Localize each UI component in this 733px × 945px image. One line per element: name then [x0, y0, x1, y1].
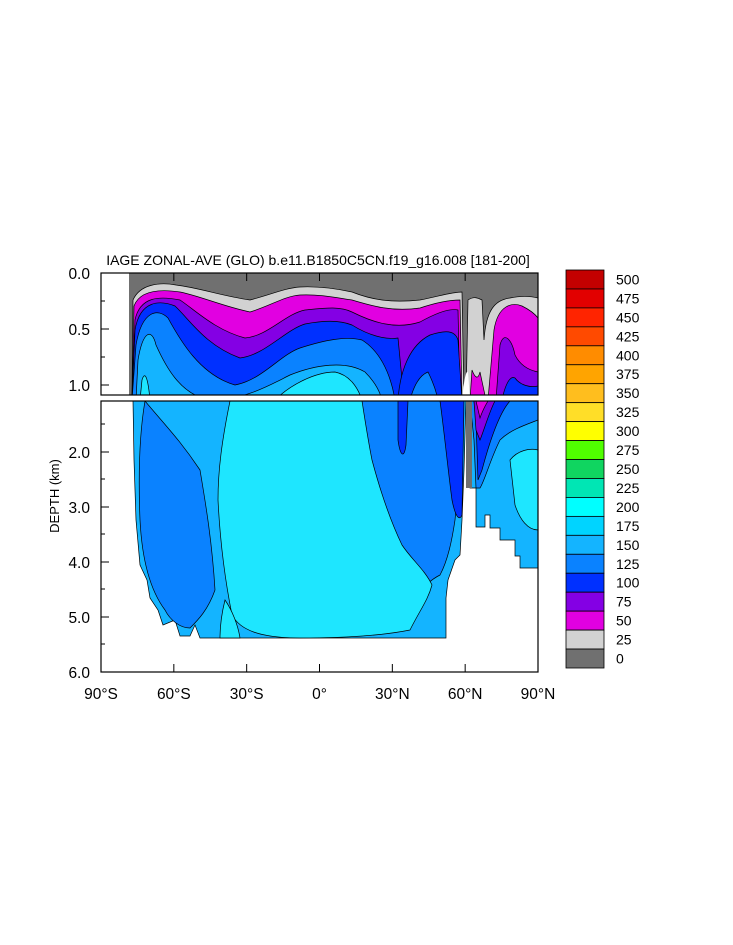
y-tick-label-5-0: 5.0	[68, 610, 90, 627]
colorbar-box-2	[565, 307, 605, 328]
colorbar-box-11	[565, 478, 605, 498]
colorbar-box-0	[565, 269, 605, 290]
colorbar-box-10	[565, 459, 605, 479]
colorbar-label-10: 250	[616, 461, 640, 477]
lower-panel-fill	[132, 401, 538, 639]
colorbar-label-1: 475	[616, 290, 640, 306]
lower-band-175-200-south	[219, 599, 241, 639]
upper-panel: 0.0 0.5 1.0	[68, 266, 539, 396]
lower-band-125-150	[138, 401, 216, 629]
colorbar-label-3: 425	[616, 328, 640, 344]
colorbar-label-20: 0	[616, 651, 624, 667]
x-tick-label-5: 60°N	[448, 686, 483, 703]
colorbar-label-13: 175	[616, 518, 640, 534]
colorbar-box-12	[565, 497, 605, 517]
lower-panel: 2.0 3.0 4.0 5.0 6.0	[68, 400, 539, 682]
colorbar-label-7: 325	[616, 404, 640, 420]
chart-title: IAGE ZONAL-AVE (GLO) b.e11.B1850C5CN.f19…	[106, 252, 530, 268]
colorbar-label-4: 400	[616, 347, 640, 363]
colorbar-box-8	[565, 421, 605, 441]
colorbar-box-16	[565, 572, 605, 593]
arctic-lower-band-175-200	[509, 448, 538, 531]
colorbar-label-9: 275	[616, 442, 640, 458]
colorbar-label-14: 150	[616, 537, 640, 553]
y-tick-label-1-0: 1.0	[68, 378, 90, 395]
colorbar-box-19	[565, 629, 605, 650]
x-tick-label-2: 30°S	[230, 686, 264, 703]
y-tick-label-2-0: 2.0	[68, 445, 90, 462]
colorbar-box-15	[565, 553, 605, 574]
contour-band-175-200	[140, 371, 361, 395]
lower-band-175-200	[217, 401, 433, 639]
arctic-band-100-125	[502, 377, 538, 395]
colorbar-box-6	[565, 383, 605, 404]
arctic-band-75-100	[496, 337, 538, 395]
colorbar-label-15: 125	[616, 556, 640, 572]
colorbar: 5004754504254003753503253002752502252001…	[565, 269, 640, 669]
colorbar-label-19: 25	[616, 632, 632, 648]
x-axis-labels: 90°S 60°S 30°S 0° 30°N 60°N 90°N	[84, 686, 555, 703]
colorbar-label-12: 200	[616, 499, 640, 515]
colorbar-box-9	[565, 440, 605, 460]
y-tick-label-0: 0.0	[68, 266, 90, 283]
colorbar-box-1	[565, 288, 605, 309]
x-tick-label-6: 90°N	[521, 686, 556, 703]
contour-band-125-150-north	[411, 371, 438, 395]
y-axis-label: DEPTH (km)	[47, 459, 62, 533]
lower-y-ticks	[101, 423, 109, 673]
colorbar-box-14	[565, 534, 605, 555]
colorbar-label-0: 500	[616, 271, 640, 287]
colorbar-box-3	[565, 326, 605, 347]
x-tick-label-4: 30°N	[375, 686, 410, 703]
colorbar-label-18: 50	[616, 613, 632, 629]
y-tick-label-0-5: 0.5	[68, 322, 90, 339]
colorbar-label-6: 350	[616, 385, 640, 401]
contour-band-100-125-north	[398, 331, 463, 395]
colorbar-box-4	[565, 345, 605, 366]
colorbar-label-8: 300	[616, 423, 640, 439]
y-tick-label-4-0: 4.0	[68, 555, 90, 572]
x-tick-label-3: 0°	[312, 686, 327, 703]
lower-band-100-125-north	[397, 401, 465, 519]
colorbar-label-2: 450	[616, 309, 640, 325]
x-axis-ticks	[100, 273, 539, 672]
y-tick-label-3-0: 3.0	[68, 500, 90, 517]
colorbar-label-16: 100	[616, 575, 640, 591]
colorbar-box-13	[565, 515, 605, 536]
upper-panel-fill	[101, 273, 538, 395]
x-tick-label-1: 60°S	[157, 686, 191, 703]
colorbar-box-20	[565, 648, 605, 669]
colorbar-label-17: 75	[616, 594, 632, 610]
colorbar-box-17	[565, 591, 605, 612]
x-tick-label-0: 90°S	[84, 686, 118, 703]
colorbar-label-5: 375	[616, 366, 640, 382]
colorbar-box-5	[565, 364, 605, 385]
y-tick-label-6-0: 6.0	[68, 665, 90, 682]
colorbar-box-18	[565, 610, 605, 631]
land-mask-lower	[466, 401, 472, 488]
colorbar-label-11: 225	[616, 480, 640, 496]
upper-y-ticks	[101, 272, 109, 386]
colorbar-box-7	[565, 402, 605, 423]
